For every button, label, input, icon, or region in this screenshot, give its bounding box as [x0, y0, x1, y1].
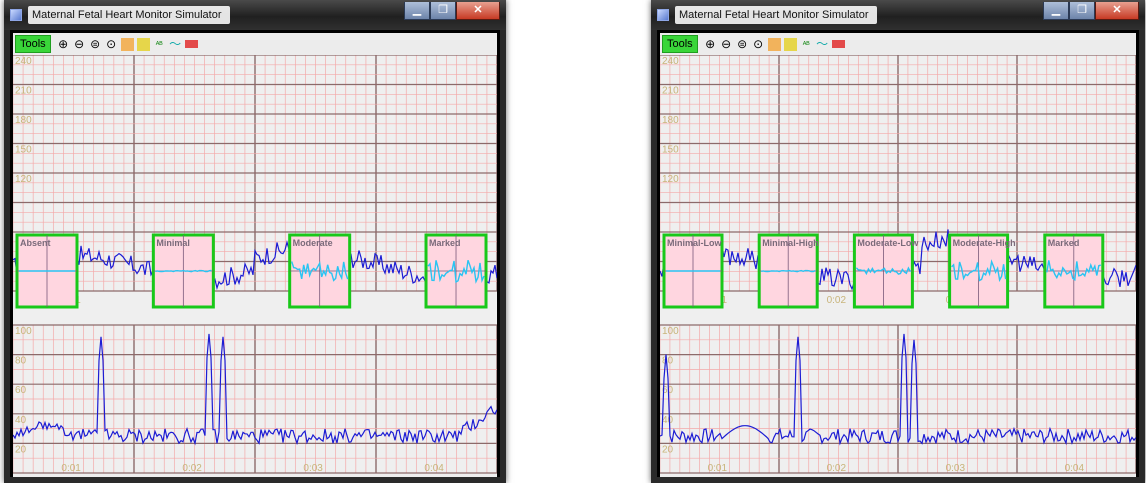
zoom-out-icon[interactable]: ⊖: [721, 36, 732, 51]
panel-trace: [155, 269, 212, 273]
minimize-button[interactable]: ▁: [404, 2, 430, 20]
title-bar[interactable]: Maternal Fetal Heart Monitor Simulator ▁…: [651, 0, 1145, 30]
monitor-window-right: Maternal Fetal Heart Monitor Simulator ▁…: [651, 0, 1145, 483]
time-label: 0:02: [827, 463, 847, 474]
variability-panel[interactable]: Marked: [1043, 233, 1105, 309]
fhr-axis-label: 150: [15, 145, 32, 156]
label-text-icon[interactable]: ᴬᴮ: [802, 39, 810, 49]
strip-chart: 240210180150120100806040200:010:010:020:…: [13, 55, 497, 477]
record-icon[interactable]: [184, 40, 198, 48]
window-title: Maternal Fetal Heart Monitor Simulator: [675, 6, 877, 24]
close-button[interactable]: ✕: [1095, 2, 1139, 20]
panel-trace: [951, 259, 1007, 283]
wave-icon[interactable]: 〜: [169, 36, 182, 51]
uc-axis-label: 100: [662, 326, 679, 337]
uc-axis-label: 100: [15, 326, 32, 337]
fhr-axis-label: 240: [15, 56, 32, 67]
uc-axis-label: 20: [15, 444, 27, 455]
panel-trace: [1046, 260, 1102, 282]
fit-width-icon[interactable]: ⊜: [90, 36, 101, 51]
marker-yellow-icon[interactable]: [783, 37, 797, 51]
panel-label: Moderate-Low: [857, 238, 919, 248]
time-label: 0:01: [708, 463, 728, 474]
grid: [660, 55, 1136, 474]
uc-axis-label: 40: [662, 415, 674, 426]
fhr-axis-label: 120: [15, 174, 32, 185]
time-label: 0:04: [1065, 463, 1085, 474]
fhr-axis-label: 210: [662, 86, 679, 97]
uc-trace: [13, 333, 497, 446]
window-title: Maternal Fetal Heart Monitor Simulator: [28, 6, 230, 24]
panel-label: Minimal-High: [762, 238, 819, 248]
monitor-window-left: Maternal Fetal Heart Monitor Simulator ▁…: [4, 0, 506, 483]
marker-orange-icon[interactable]: [120, 37, 134, 51]
zoom-in-icon[interactable]: ⊕: [58, 36, 69, 51]
label-text-icon[interactable]: ᴬᴮ: [155, 39, 163, 49]
panel-label: Absent: [20, 238, 51, 248]
maximize-button[interactable]: ❐: [430, 2, 456, 20]
fhr-axis-label: 150: [662, 145, 679, 156]
toolbar: Tools ⊕ ⊖ ⊜ ⊙ ᴬᴮ 〜: [662, 35, 848, 53]
panel-trace: [291, 261, 349, 282]
title-bar[interactable]: Maternal Fetal Heart Monitor Simulator ▁…: [4, 0, 506, 30]
marker-yellow-icon[interactable]: [136, 37, 150, 51]
variability-panel[interactable]: Marked: [424, 233, 488, 309]
time-label: 0:01: [61, 463, 81, 474]
uc-trace: [660, 333, 1136, 446]
strip-chart: 240210180150120100806040200:010:010:020:…: [660, 55, 1136, 477]
wave-icon[interactable]: 〜: [816, 36, 829, 51]
close-button[interactable]: ✕: [456, 2, 500, 20]
panel-label: Moderate-High: [953, 238, 1016, 248]
uc-axis-label: 40: [15, 415, 27, 426]
tools-button[interactable]: Tools: [15, 35, 51, 53]
uc-axis-label: 80: [662, 356, 674, 367]
uc-axis-label: 80: [15, 356, 27, 367]
monitor-client-area: Tools ⊕ ⊖ ⊜ ⊙ ᴬᴮ 〜 240 210 180 150 120 100 80 6…: [657, 30, 1139, 477]
fhr-axis-label: 120: [662, 174, 679, 185]
minimize-button[interactable]: ▁: [1043, 2, 1069, 20]
fit-width-icon[interactable]: ⊜: [737, 36, 748, 51]
time-label: 0:03: [946, 463, 966, 474]
variability-panel[interactable]: Moderate-Low: [852, 233, 919, 309]
time-label: 0:04: [424, 463, 444, 474]
tools-button[interactable]: Tools: [662, 35, 698, 53]
zoom-in-icon[interactable]: ⊕: [705, 36, 716, 51]
toolbar: Tools ⊕ ⊖ ⊜ ⊙ ᴬᴮ 〜: [15, 35, 201, 53]
monitor-client-area: Tools ⊕ ⊖ ⊜ ⊙ ᴬᴮ 〜 240 210 180 150 120 100 80 6…: [10, 30, 500, 477]
panel-label: Moderate: [293, 238, 333, 248]
variability-panel[interactable]: Minimal-High: [757, 233, 819, 309]
fhr-axis-label: 240: [662, 56, 679, 67]
time-label: 0:03: [303, 463, 323, 474]
time-label: 0:02: [827, 295, 847, 306]
panel-label: Marked: [429, 238, 461, 248]
maximize-button[interactable]: ❐: [1069, 2, 1095, 20]
variability-panel[interactable]: Absent: [15, 233, 79, 309]
panel-trace: [855, 266, 912, 276]
app-icon: [10, 9, 22, 21]
grid: [13, 55, 497, 474]
uc-axis-label: 20: [662, 444, 674, 455]
zoom-out-icon[interactable]: ⊖: [74, 36, 85, 51]
uc-axis-label: 60: [662, 385, 674, 396]
fhr-axis-label: 180: [15, 115, 32, 126]
fhr-axis-label: 180: [662, 115, 679, 126]
fhr-axis-label: 210: [15, 86, 32, 97]
panel-label: Marked: [1048, 238, 1080, 248]
panel-trace: [761, 269, 816, 273]
panel-label: Minimal: [156, 238, 190, 248]
time-label: 0:02: [182, 463, 202, 474]
variability-panel[interactable]: Minimal-Low: [662, 233, 724, 309]
app-icon: [657, 9, 669, 21]
panel-label: Minimal-Low: [667, 238, 722, 248]
record-icon[interactable]: [831, 40, 845, 48]
variability-panel[interactable]: Moderate-High: [948, 233, 1016, 309]
fit-height-icon[interactable]: ⊙: [106, 36, 117, 51]
panel-trace: [427, 259, 485, 284]
fhr-trace: [13, 238, 497, 291]
uc-axis-label: 60: [15, 385, 27, 396]
variability-panel[interactable]: Moderate: [288, 233, 352, 309]
marker-orange-icon[interactable]: [767, 37, 781, 51]
fit-height-icon[interactable]: ⊙: [753, 36, 764, 51]
variability-panel[interactable]: Minimal: [151, 233, 215, 309]
